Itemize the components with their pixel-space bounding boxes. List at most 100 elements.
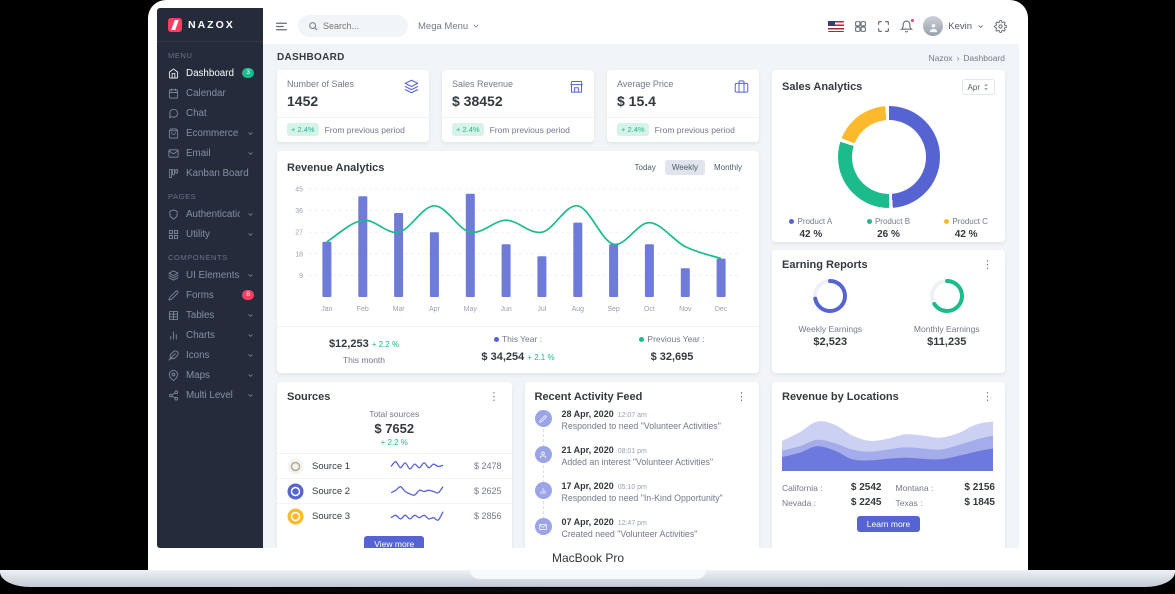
- sidebar-item-charts[interactable]: Charts: [157, 325, 263, 345]
- edit-icon: [534, 410, 552, 427]
- breadcrumb: Nazox › Dashboard: [928, 52, 1005, 63]
- total-sources-value: $ 7652: [374, 421, 415, 436]
- revenue-analytics-chart: 9 18 27 36 45 Jan Feb Mar Apr May Jun Jul Aug Sep Oct N…: [277, 179, 759, 324]
- stack-icon: [404, 79, 419, 99]
- revenue-by-locations-card: Revenue by Locations ⋮ California : $ 254…: [772, 382, 1005, 548]
- source-row[interactable]: Source 3 $ 2856: [277, 503, 512, 528]
- previous-year-dot: [639, 337, 645, 343]
- search-input[interactable]: [323, 21, 395, 31]
- grid-icon: [168, 229, 179, 240]
- notification-dot: [910, 17, 916, 23]
- sidebar-section-label: MENU: [168, 51, 193, 60]
- chevron-down-icon: [473, 24, 479, 28]
- tab-monthly[interactable]: Monthly: [706, 160, 749, 175]
- stat-title: Average Price: [617, 79, 674, 89]
- sidebar-badge: 3: [242, 67, 254, 79]
- calendar-icon: [168, 88, 179, 99]
- stat-title: Number of Sales: [287, 79, 355, 89]
- bag-icon: [168, 128, 179, 139]
- earning-reports-card: Earning Reports ⋮ Weekly Earnings $2,523: [772, 250, 1005, 373]
- card-title: Recent Activity Feed: [534, 391, 643, 403]
- sidebar-item-chat[interactable]: Chat: [157, 103, 263, 123]
- stat-value: $ 15.4: [617, 93, 656, 109]
- search-box[interactable]: [298, 15, 408, 37]
- kebab-menu-icon[interactable]: ⋮: [488, 390, 500, 403]
- sidebar-item-forms[interactable]: Forms 8: [157, 285, 263, 305]
- donut-legend: Product A 42 % Product B 26 % Product C: [772, 217, 1005, 240]
- month-select[interactable]: Apr: [961, 79, 995, 95]
- user-icon: [534, 446, 552, 463]
- tab-today[interactable]: Today: [627, 160, 663, 175]
- legend-dot: [944, 219, 950, 225]
- notifications-bell-icon[interactable]: [900, 17, 916, 33]
- revenue-analytics-card: Revenue Analytics Today Weekly Monthly 9…: [277, 151, 759, 373]
- mega-menu-button[interactable]: Mega Menu: [418, 21, 480, 32]
- svg-text:Jun: Jun: [500, 306, 511, 313]
- sidebar-item-multi-level[interactable]: Multi Level: [157, 385, 263, 405]
- kebab-menu-icon[interactable]: ⋮: [982, 390, 993, 403]
- fullscreen-icon[interactable]: [877, 20, 890, 33]
- kanban-icon: [168, 168, 179, 179]
- apps-grid-icon[interactable]: [854, 20, 867, 33]
- sidebar-item-email[interactable]: Email: [157, 143, 263, 163]
- user-menu[interactable]: Kevin: [923, 16, 984, 36]
- sidebar-section-label: PAGES: [168, 192, 197, 201]
- chevron-down-icon: [247, 372, 254, 379]
- svg-text:May: May: [464, 306, 478, 313]
- sales-donut-chart: [837, 106, 940, 208]
- monthly-earnings-radial: [928, 279, 966, 319]
- sidebar-item-utility[interactable]: Utility: [157, 224, 263, 244]
- sidebar-item-ui-elements[interactable]: UI Elements: [157, 265, 263, 285]
- laptop-shadow: [60, 586, 1115, 594]
- chart-icon: [534, 482, 552, 499]
- chevron-down-icon: [247, 231, 254, 238]
- svg-text:18: 18: [295, 251, 303, 258]
- sidebar: NAZOX MENU Dashboard 3 Calendar Chat Ecommerc…: [157, 8, 263, 548]
- sidebar-item-ecommerce[interactable]: Ecommerce: [157, 123, 263, 143]
- stat-value: 1452: [287, 93, 319, 109]
- chevron-down-icon: [247, 392, 254, 399]
- source-row[interactable]: Source 2 $ 2625: [277, 478, 512, 503]
- kebab-menu-icon[interactable]: ⋮: [982, 258, 993, 271]
- activity-item: 17 Apr, 2020 05:10 pm Responded to need "…: [534, 481, 750, 519]
- learn-more-button[interactable]: Learn more: [856, 516, 921, 532]
- activity-item: 21 Apr, 2020 08:01 pm Added an interest "…: [534, 445, 750, 483]
- sidebar-item-tables[interactable]: Tables: [157, 305, 263, 325]
- sidebar-section-label: COMPONENTS: [168, 253, 228, 262]
- source-row[interactable]: Source 1 $ 2478: [277, 453, 512, 478]
- locations-stats: California : $ 2542 Montana : $ 2156 Nevad…: [782, 482, 995, 508]
- menu-toggle-icon[interactable]: [275, 20, 288, 33]
- sidebar-item-dashboard[interactable]: Dashboard 3: [157, 63, 263, 83]
- sidebar-item-maps[interactable]: Maps: [157, 365, 263, 385]
- mail-icon: [534, 518, 552, 535]
- breadcrumb-root[interactable]: Nazox: [928, 52, 953, 63]
- svg-text:36: 36: [295, 208, 303, 215]
- kebab-menu-icon[interactable]: ⋮: [736, 390, 747, 403]
- table-icon: [168, 310, 179, 321]
- view-more-button[interactable]: View more: [364, 536, 425, 548]
- sidebar-item-kanban-board[interactable]: Kanban Board: [157, 163, 263, 183]
- layers-icon: [168, 270, 179, 281]
- sidebar-item-authentication[interactable]: Authentication: [157, 204, 263, 224]
- svg-text:Jan: Jan: [321, 306, 332, 313]
- card-title: Revenue Analytics: [287, 161, 385, 174]
- avatar: [923, 16, 944, 36]
- page-content: DASHBOARD Nazox › Dashboard: [263, 44, 1019, 548]
- chat-icon: [168, 108, 179, 119]
- sidebar-item-icons[interactable]: Icons: [157, 345, 263, 365]
- stat-title: Sales Revenue: [452, 79, 514, 89]
- locations-area-chart: [772, 407, 1005, 480]
- brand-logo[interactable]: NAZOX: [157, 8, 263, 42]
- source-coin-icon: [287, 458, 304, 475]
- topbar: Mega Menu: [263, 8, 1019, 44]
- activity-item: 28 Apr, 2020 12:07 am Responded to need "…: [534, 409, 750, 447]
- settings-gear-icon[interactable]: [994, 19, 1007, 33]
- language-flag-icon[interactable]: [828, 20, 845, 32]
- sidebar-item-calendar[interactable]: Calendar: [157, 83, 263, 103]
- tab-weekly[interactable]: Weekly: [664, 160, 705, 175]
- sources-card: Sources ⋮ Total sources $ 7652 + 2.2 % S…: [277, 382, 512, 548]
- chevron-down-icon: [977, 17, 984, 35]
- sidebar-nav: MENU Dashboard 3 Calendar Chat Ecommerce Email…: [157, 42, 263, 405]
- share-icon: [168, 390, 179, 401]
